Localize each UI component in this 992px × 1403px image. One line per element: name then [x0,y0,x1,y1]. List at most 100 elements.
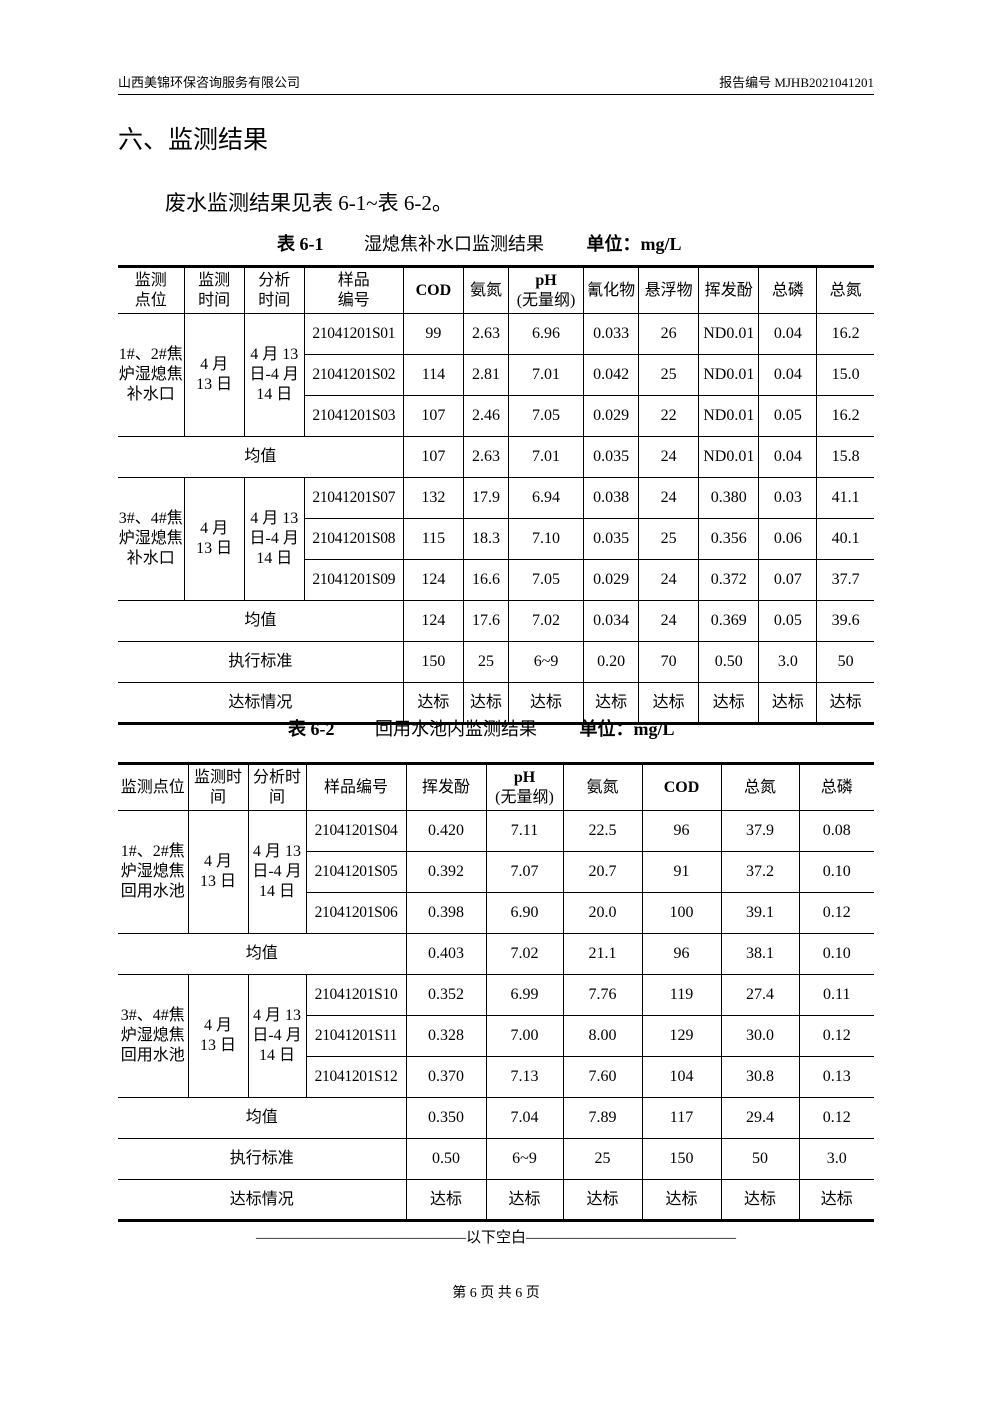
intro-text: 废水监测结果见表 6-1~表 6-2。 [165,191,453,215]
column-header: 监测 时间 [183,265,245,314]
company-name: 山西美锦环保咨询服务有限公司 [118,75,301,90]
monitoring-point: 3#、4#焦炉湿熄焦回用水池 [118,974,189,1098]
mean-label: 均值 [118,1097,407,1139]
value-cell: 37.9 [720,810,800,852]
mean-value: 96 [641,933,722,975]
value-cell: 6.96 [507,313,585,355]
mean-value: 7.01 [507,436,585,478]
mean-value: 7.04 [485,1097,564,1139]
compliance-row: 达标情况 达标 达标 达标 达标 达标 达标 [118,1179,874,1222]
header-line: COD [415,281,452,299]
mean-value: 0.12 [798,1097,874,1139]
value-cell: 18.3 [462,518,509,560]
section-title: 六、监测结果 [118,127,269,154]
column-header: pH (无量纲) [507,265,585,314]
column-header: 悬浮物 [638,265,700,314]
value-cell: 24 [638,477,700,519]
value-cell: 0.12 [798,892,874,934]
value-cell: 124 [402,559,464,601]
sample-id: 21041201S02 [304,354,404,396]
value-cell: 27.4 [720,974,800,1016]
monitoring-date: 4 月 13 日 [183,477,245,601]
value-cell: 37.7 [816,559,874,601]
value-cell: 0.392 [405,851,487,893]
value-cell: 7.11 [485,810,564,852]
analysis-date: 4 月 13 日-4 月 14 日 [243,477,305,601]
mean-value: 107 [402,436,464,478]
mean-value: 0.10 [798,933,874,975]
sample-row: 21041201S11 0.328 7.00 8.00 129 30.0 0.12 [118,1015,874,1057]
value-cell: 0.06 [758,518,818,560]
table1-label: 表 6-1 [277,234,324,254]
standard-value: 150 [641,1138,722,1180]
analysis-date: 4 月 13 日-4 月 14 日 [247,974,307,1098]
column-header: 氰化物 [583,265,640,314]
column-header: 样品 编号 [303,265,404,314]
report-number: 报告编号 MJHB2021041201 [719,75,874,90]
value-cell: 0.11 [798,974,874,1016]
mean-value: 0.403 [405,933,487,975]
standard-row: 执行标准 150 25 6~9 0.20 70 0.50 3.0 50 [118,641,874,683]
column-header: 监测时 间 [187,762,249,811]
compliance-value: 达标 [720,1179,800,1222]
compliance-value: 达标 [485,1179,564,1222]
value-cell: 0.380 [698,477,760,519]
table2-caption: 表 6-2 回用水池内监测结果 单位：mg/L [288,715,675,741]
monitoring-point: 1#、2#焦炉湿熄焦补水口 [118,313,185,437]
value-cell: 99 [402,313,464,355]
value-cell: 30.8 [720,1056,800,1098]
monitoring-date: 4 月 13 日 [183,313,245,437]
value-cell: 6.94 [507,477,585,519]
value-cell: 26 [638,313,700,355]
table-6-1: 监测 点位 监测 时间 分析 时间 样品 编号 COD 氨氮 pH (无量纲) 氰化物 悬浮物 挥发… [118,265,874,725]
column-header: 挥发酚 [405,762,487,811]
compliance-value: 达标 [507,682,585,725]
value-cell: 0.352 [405,974,487,1016]
header-row: 监测点位 监测时 间分析时 间样品编号 挥发酚 pH (无量纲) 氨氮 COD 总氮 总磷 [118,762,874,811]
column-header: 监测 点位 [118,265,185,314]
standard-label: 执行标准 [118,641,404,683]
value-cell: 0.12 [798,1015,874,1057]
value-cell: 115 [402,518,464,560]
mean-value: 21.1 [562,933,643,975]
mean-label: 均值 [118,600,404,642]
compliance-value: 达标 [405,1179,487,1222]
column-header: 总磷 [798,762,874,811]
value-cell: 20.0 [562,892,643,934]
value-cell: 41.1 [816,477,874,519]
compliance-label: 达标情况 [118,682,404,725]
value-cell: 7.10 [507,518,585,560]
column-header: 样品编号 [305,762,407,811]
compliance-value: 达标 [583,682,640,725]
value-cell: 119 [641,974,722,1016]
standard-value: 3.0 [798,1138,874,1180]
column-header: 挥发酚 [698,265,760,314]
column-header: 氨氮 [462,265,509,314]
value-cell: 2.81 [462,354,509,396]
value-cell: 0.356 [698,518,760,560]
compliance-value: 达标 [641,1179,722,1222]
header-line: (无量纲) [495,788,554,806]
monitoring-point: 1#、2#焦炉湿熄焦回用水池 [118,810,189,934]
sample-id: 21041201S04 [305,810,407,852]
value-cell: 0.10 [798,851,874,893]
value-cell: 0.13 [798,1056,874,1098]
mean-value: 17.6 [462,600,509,642]
compliance-value: 达标 [798,1179,874,1222]
sample-id: 21041201S09 [304,559,404,601]
value-cell: 16.2 [816,313,874,355]
mean-row: 均值 0.403 7.02 21.1 96 38.1 0.10 [118,933,874,975]
value-cell: 0.398 [405,892,487,934]
sample-id: 21041201S12 [306,1056,407,1098]
mean-value: 29.4 [720,1097,800,1139]
compliance-value: 达标 [638,682,700,725]
mean-value: 38.1 [720,933,800,975]
mean-value: 39.6 [816,600,874,642]
value-cell: 15.0 [816,354,874,396]
standard-value: 0.20 [583,641,640,683]
value-cell: 0.07 [758,559,818,601]
compliance-value: 达标 [402,682,464,725]
standard-row: 执行标准 0.50 6~9 25 150 50 3.0 [118,1138,874,1180]
column-header: COD [402,265,464,314]
value-cell: 132 [402,477,464,519]
